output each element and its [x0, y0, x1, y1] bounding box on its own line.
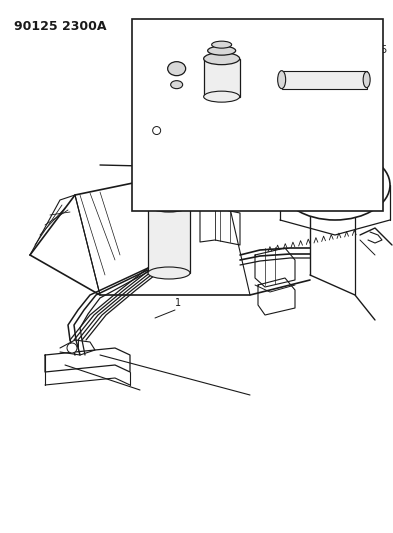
Ellipse shape	[363, 71, 370, 87]
Circle shape	[152, 126, 161, 134]
Bar	[282, 71, 367, 88]
Text: 7: 7	[248, 192, 255, 203]
Ellipse shape	[148, 198, 190, 212]
Ellipse shape	[208, 46, 236, 55]
Bar	[204, 59, 240, 96]
Text: 3: 3	[184, 55, 190, 64]
Ellipse shape	[299, 162, 371, 208]
Ellipse shape	[278, 71, 286, 88]
Text: 4: 4	[277, 45, 283, 55]
Text: 1: 1	[175, 298, 181, 308]
Text: 6: 6	[213, 192, 220, 203]
Bar	[148, 205, 190, 273]
Ellipse shape	[204, 53, 240, 64]
Ellipse shape	[212, 41, 231, 48]
Circle shape	[67, 343, 77, 353]
Ellipse shape	[204, 91, 240, 102]
Text: 90125 2300A: 90125 2300A	[14, 20, 107, 33]
Ellipse shape	[148, 267, 190, 279]
Ellipse shape	[280, 150, 390, 220]
Ellipse shape	[171, 80, 183, 88]
Bar	[132, 19, 383, 211]
Text: 5: 5	[380, 45, 387, 55]
Ellipse shape	[168, 62, 185, 76]
Text: 2: 2	[220, 35, 227, 45]
